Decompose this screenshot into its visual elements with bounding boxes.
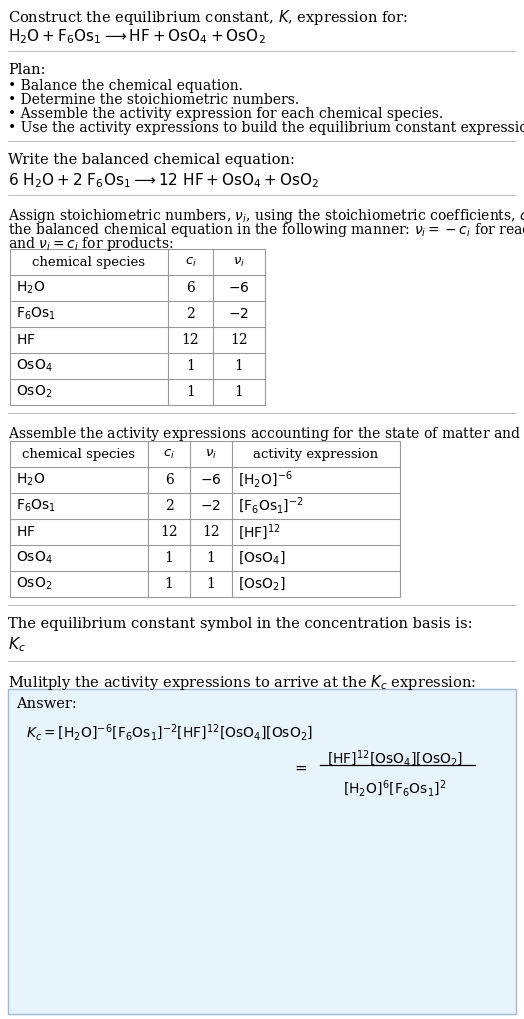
Text: and $\nu_i = c_i$ for products:: and $\nu_i = c_i$ for products:	[8, 235, 173, 253]
Text: 2: 2	[165, 499, 173, 513]
Text: $=$: $=$	[292, 761, 308, 775]
Text: chemical species: chemical species	[23, 447, 136, 461]
Text: $\nu_i$: $\nu_i$	[205, 447, 217, 461]
Text: Answer:: Answer:	[16, 697, 77, 711]
Text: 12: 12	[160, 525, 178, 539]
Text: Mulitply the activity expressions to arrive at the $K_c$ expression:: Mulitply the activity expressions to arr…	[8, 673, 476, 692]
Text: 12: 12	[230, 333, 248, 347]
Text: $\mathrm{HF}$: $\mathrm{HF}$	[16, 525, 36, 539]
Text: • Assemble the activity expression for each chemical species.: • Assemble the activity expression for e…	[8, 107, 443, 121]
Text: $[\mathrm{F_6Os_1}]^{-2}$: $[\mathrm{F_6Os_1}]^{-2}$	[238, 496, 304, 517]
Text: 1: 1	[206, 551, 215, 565]
Text: $[\mathrm{OsO_2}]$: $[\mathrm{OsO_2}]$	[238, 576, 286, 592]
Text: $\mathrm{OsO_2}$: $\mathrm{OsO_2}$	[16, 384, 52, 400]
Text: $[\mathrm{OsO_4}]$: $[\mathrm{OsO_4}]$	[238, 549, 286, 567]
Bar	[10, 441, 400, 597]
Text: • Determine the stoichiometric numbers.: • Determine the stoichiometric numbers.	[8, 93, 299, 107]
Text: Assemble the activity expressions accounting for the state of matter and $\nu_i$: Assemble the activity expressions accoun…	[8, 425, 524, 443]
Text: Assign stoichiometric numbers, $\nu_i$, using the stoichiometric coefficients, $: Assign stoichiometric numbers, $\nu_i$, …	[8, 207, 524, 225]
Text: 2: 2	[186, 307, 195, 321]
Text: $\nu_i$: $\nu_i$	[233, 256, 245, 269]
Text: $[\mathrm{HF}]^{12}$: $[\mathrm{HF}]^{12}$	[238, 522, 281, 542]
Text: Write the balanced chemical equation:: Write the balanced chemical equation:	[8, 153, 295, 167]
Text: $\mathrm{H_2O}$: $\mathrm{H_2O}$	[16, 472, 45, 488]
Text: $\mathrm{H_2O}$: $\mathrm{H_2O}$	[16, 280, 45, 297]
Text: $c_i$: $c_i$	[184, 256, 196, 269]
Text: $[\mathrm{HF}]^{12}[\mathrm{OsO_4}][\mathrm{OsO_2}]$: $[\mathrm{HF}]^{12}[\mathrm{OsO_4}][\mat…	[327, 749, 463, 769]
Text: 12: 12	[182, 333, 199, 347]
Text: $\mathrm{OsO_2}$: $\mathrm{OsO_2}$	[16, 576, 52, 592]
Bar	[8, 689, 516, 1014]
Text: $\mathrm{F_6Os_1}$: $\mathrm{F_6Os_1}$	[16, 306, 56, 322]
Text: • Balance the chemical equation.: • Balance the chemical equation.	[8, 79, 243, 93]
Text: Construct the equilibrium constant, $K$, expression for:: Construct the equilibrium constant, $K$,…	[8, 8, 408, 26]
Text: $\mathrm{6\ H_2O + 2\ F_6Os_1 \longrightarrow 12\ HF + OsO_4 + OsO_2}$: $\mathrm{6\ H_2O + 2\ F_6Os_1 \longright…	[8, 171, 320, 190]
Text: $K_c = [\mathrm{H_2O}]^{-6}[\mathrm{F_6Os_1}]^{-2}[\mathrm{HF}]^{12}[\mathrm{OsO: $K_c = [\mathrm{H_2O}]^{-6}[\mathrm{F_6O…	[26, 723, 313, 744]
Text: 1: 1	[235, 385, 244, 399]
Text: The equilibrium constant symbol in the concentration basis is:: The equilibrium constant symbol in the c…	[8, 616, 473, 631]
Text: $\mathrm{OsO_4}$: $\mathrm{OsO_4}$	[16, 358, 53, 374]
Text: $\mathrm{F_6Os_1}$: $\mathrm{F_6Os_1}$	[16, 498, 56, 515]
Text: 6: 6	[186, 281, 195, 294]
Text: chemical species: chemical species	[32, 256, 146, 268]
Text: • Use the activity expressions to build the equilibrium constant expression.: • Use the activity expressions to build …	[8, 121, 524, 135]
Text: $-6$: $-6$	[200, 473, 222, 487]
Text: 1: 1	[206, 577, 215, 591]
Text: 1: 1	[165, 577, 173, 591]
Text: $K_c$: $K_c$	[8, 635, 26, 654]
Text: 1: 1	[186, 359, 195, 373]
Text: $\mathrm{OsO_4}$: $\mathrm{OsO_4}$	[16, 550, 53, 567]
Text: $[\mathrm{H_2O}]^6[\mathrm{F_6Os_1}]^2$: $[\mathrm{H_2O}]^6[\mathrm{F_6Os_1}]^2$	[343, 779, 446, 799]
Text: $\mathrm{H_2O + F_6Os_1 \longrightarrow HF + OsO_4 + OsO_2}$: $\mathrm{H_2O + F_6Os_1 \longrightarrow …	[8, 26, 266, 46]
Text: $[\mathrm{H_2O}]^{-6}$: $[\mathrm{H_2O}]^{-6}$	[238, 470, 293, 490]
Text: $c_i$: $c_i$	[163, 447, 175, 461]
Text: $-6$: $-6$	[228, 281, 250, 294]
Text: 1: 1	[235, 359, 244, 373]
Text: 12: 12	[202, 525, 220, 539]
Text: $-2$: $-2$	[201, 499, 222, 513]
Text: the balanced chemical equation in the following manner: $\nu_i = -c_i$ for react: the balanced chemical equation in the fo…	[8, 221, 524, 239]
Text: activity expression: activity expression	[254, 447, 378, 461]
Text: 1: 1	[165, 551, 173, 565]
Text: $\mathrm{HF}$: $\mathrm{HF}$	[16, 333, 36, 347]
Bar	[10, 249, 265, 405]
Text: $-2$: $-2$	[228, 307, 249, 321]
Text: 1: 1	[186, 385, 195, 399]
Text: Plan:: Plan:	[8, 63, 46, 77]
Text: 6: 6	[165, 473, 173, 487]
